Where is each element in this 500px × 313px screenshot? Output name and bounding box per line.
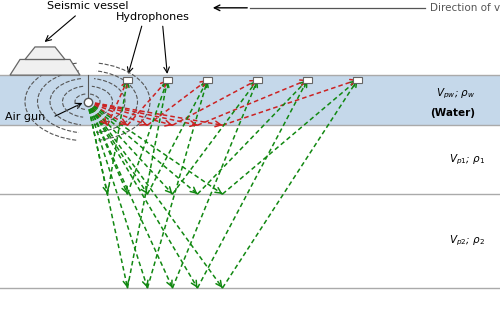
Text: Direction of vessel motion: Direction of vessel motion bbox=[430, 3, 500, 13]
Text: V$_{p1}$; ρ$_1$: V$_{p1}$; ρ$_1$ bbox=[449, 152, 485, 167]
Bar bbox=[353, 77, 362, 83]
Text: (Water): (Water) bbox=[430, 108, 475, 118]
Bar bbox=[253, 77, 262, 83]
Polygon shape bbox=[25, 47, 65, 59]
Text: Air gun: Air gun bbox=[5, 112, 45, 122]
Bar bbox=[163, 77, 172, 83]
Bar bbox=[123, 77, 132, 83]
Bar bbox=[0, 75, 500, 125]
Text: V$_{p2}$; ρ$_2$: V$_{p2}$; ρ$_2$ bbox=[449, 234, 485, 248]
Text: V$_{pw}$; ρ$_w$: V$_{pw}$; ρ$_w$ bbox=[436, 87, 475, 101]
Bar bbox=[303, 77, 312, 83]
Bar bbox=[203, 77, 212, 83]
Polygon shape bbox=[10, 59, 80, 75]
Text: Hydrophones: Hydrophones bbox=[116, 12, 190, 22]
Text: Seismic vessel: Seismic vessel bbox=[47, 1, 128, 11]
